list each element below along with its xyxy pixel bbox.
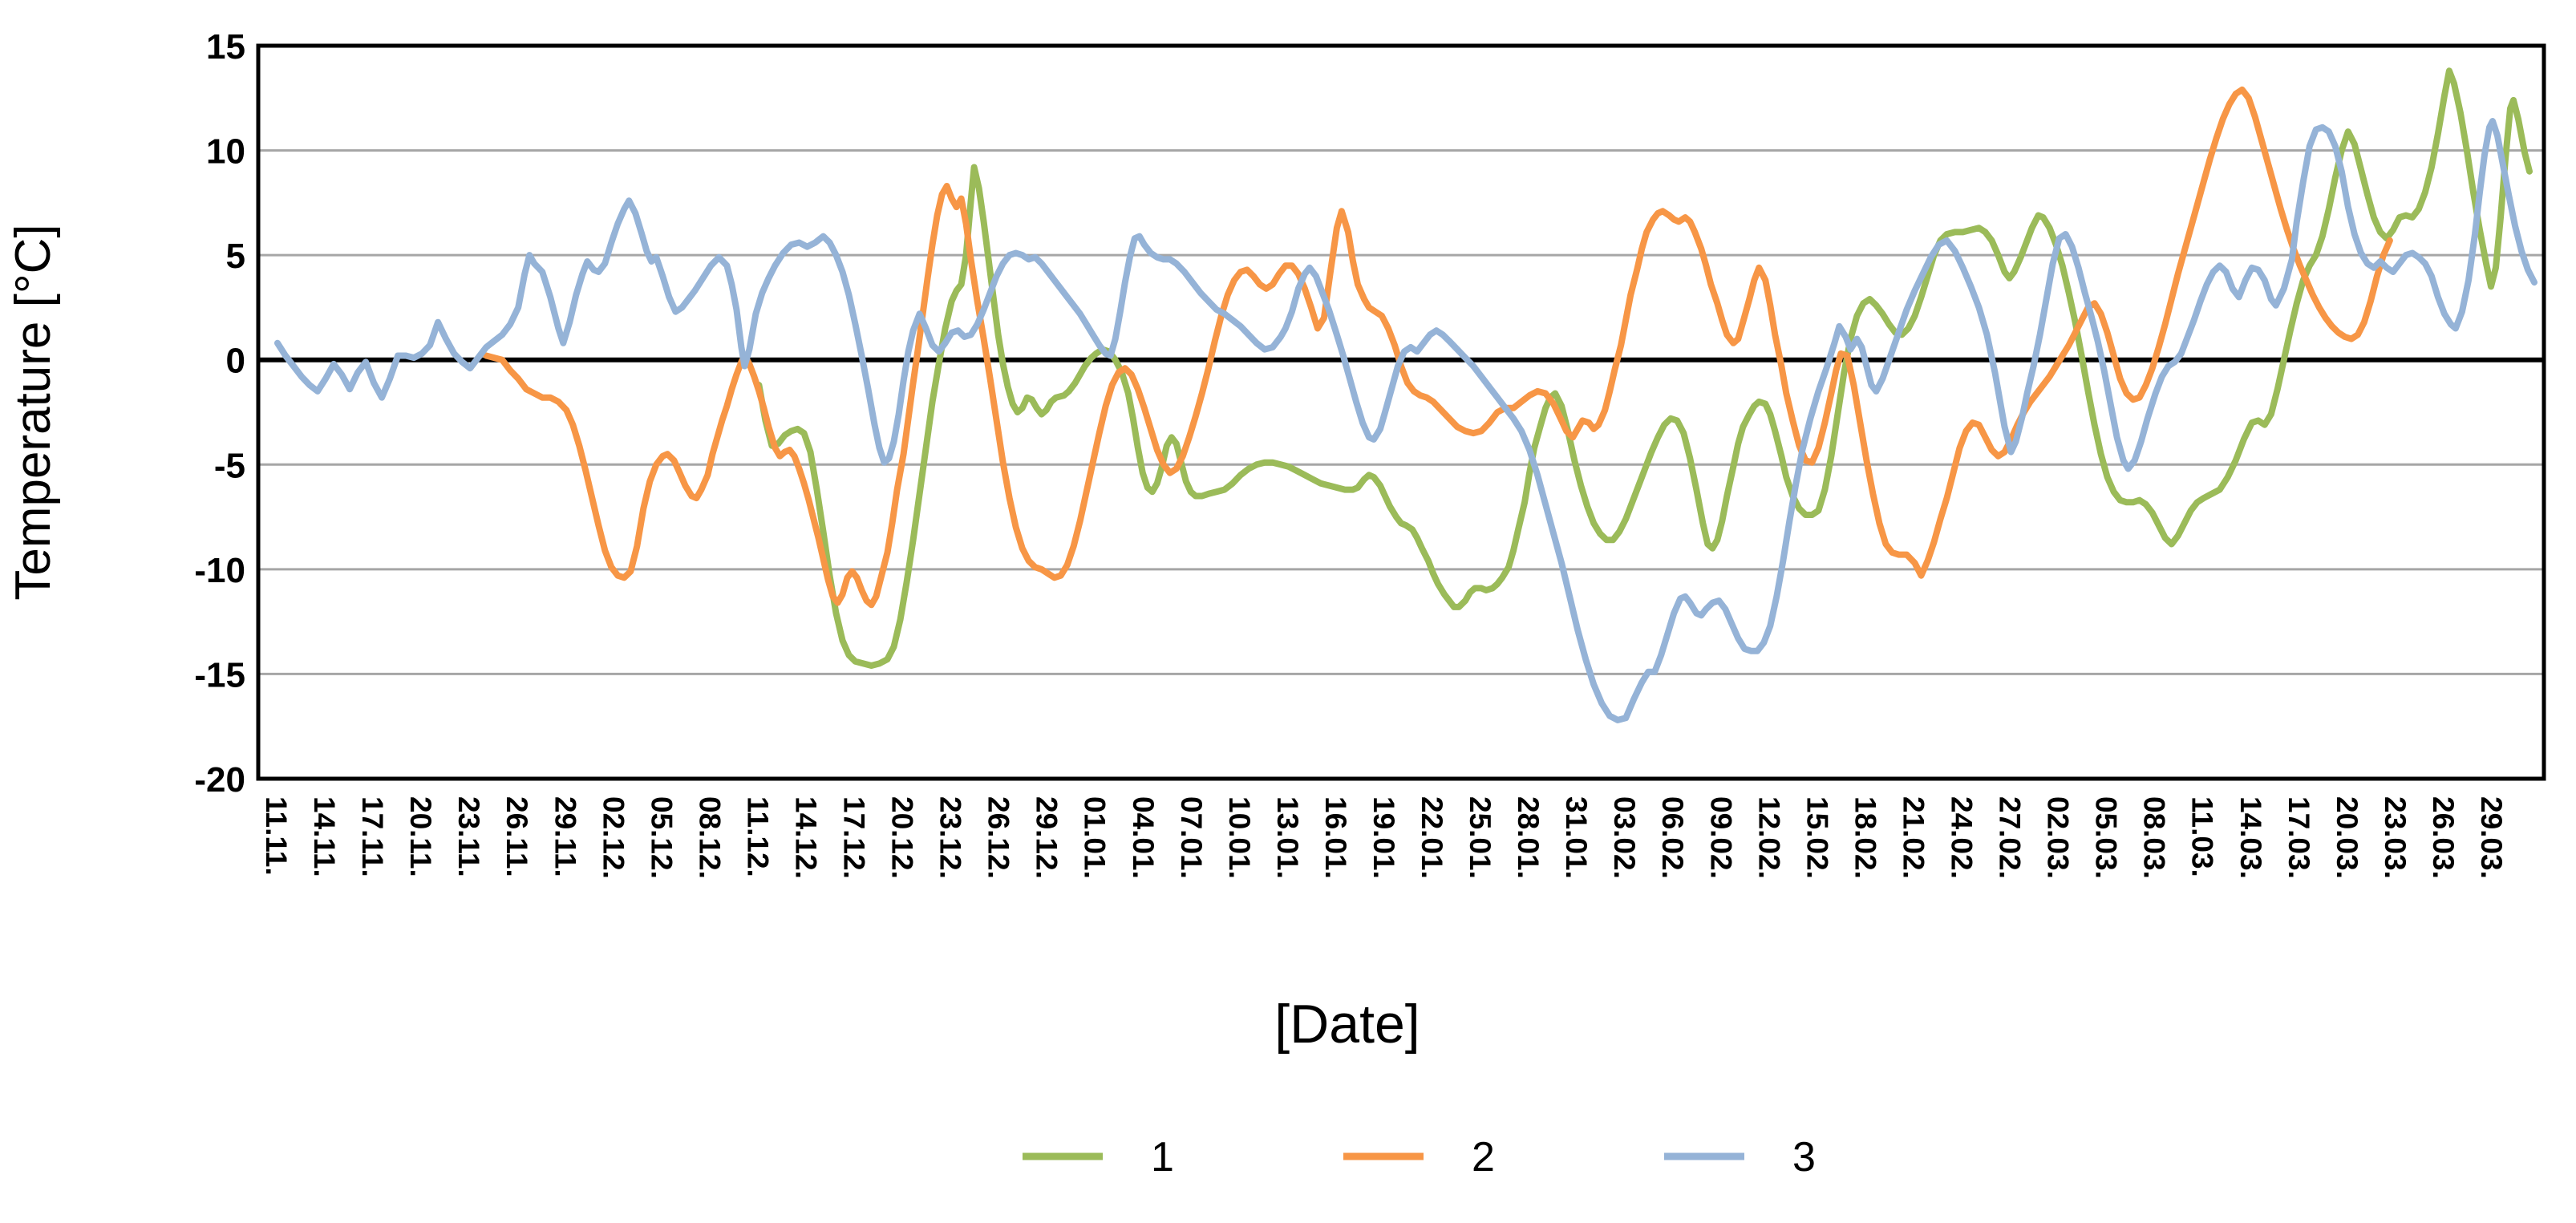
x-tick-label-20.12.: 20.12. — [886, 796, 919, 879]
x-tick-label-02.03.: 02.03. — [2042, 796, 2075, 879]
y-axis-title: Temperature [°C] — [6, 224, 61, 600]
x-tick-label-10.01.: 10.01. — [1223, 796, 1256, 879]
x-axis-tick-labels: 11.11. 14.11. 17.11. 20.11. 23.11. 26.11. 29.1… — [260, 796, 2508, 879]
y-tick-label-5: 5 — [226, 237, 245, 276]
x-tick-label-29.03.: 29.03. — [2475, 796, 2508, 879]
chart-legend: 1 2 3 — [1023, 1134, 1816, 1180]
x-tick-label-23.11.: 23.11. — [452, 796, 485, 877]
x-tick-label-29.11.: 29.11. — [549, 796, 581, 877]
y-tick-label-15: 15 — [206, 27, 245, 67]
legend-label-2: 2 — [1472, 1134, 1495, 1180]
x-axis-title: [Date] — [1274, 994, 1420, 1055]
x-tick-label-08.03.: 08.03. — [2138, 796, 2171, 879]
x-tick-label-01.01.: 01.01. — [1079, 796, 1112, 879]
x-tick-label-29.12.: 29.12. — [1031, 796, 1063, 879]
x-tick-label-16.01.: 16.01. — [1319, 796, 1352, 879]
x-tick-label-02.12.: 02.12. — [597, 796, 630, 879]
x-tick-label-27.02.: 27.02. — [1994, 796, 2027, 879]
x-tick-label-06.02.: 06.02. — [1656, 796, 1689, 879]
x-tick-label-05.03.: 05.03. — [2090, 796, 2123, 879]
y-tick-label-10: 10 — [206, 132, 245, 172]
x-tick-label-26.11.: 26.11. — [500, 796, 533, 877]
y-tick-label--15: -15 — [194, 655, 245, 695]
x-tick-label-08.12.: 08.12. — [693, 796, 726, 879]
series-line-2 — [483, 86, 2393, 609]
plot-border — [256, 43, 2546, 781]
x-tick-label-31.01.: 31.01. — [1560, 796, 1593, 879]
x-tick-label-04.01.: 04.01. — [1127, 796, 1160, 879]
legend-label-1: 1 — [1151, 1134, 1174, 1180]
y-axis-tick-labels: 15 10 5 0 -5 -10 -15 -20 — [194, 27, 245, 800]
x-tick-label-17.12.: 17.12. — [838, 796, 871, 879]
x-tick-label-25.01.: 25.01. — [1464, 796, 1497, 879]
y-tick-label-0: 0 — [226, 342, 245, 381]
x-tick-label-15.02.: 15.02. — [1800, 796, 1833, 879]
horizontal-gridlines — [258, 149, 2544, 675]
series-line-3 — [274, 118, 2538, 723]
x-tick-label-23.03.: 23.03. — [2379, 796, 2412, 879]
x-tick-label-07.01.: 07.01. — [1175, 796, 1208, 879]
x-tick-label-11.11.: 11.11. — [260, 796, 293, 876]
y-tick-label--20: -20 — [194, 760, 245, 800]
x-tick-label-18.02.: 18.02. — [1849, 796, 1881, 879]
x-tick-label-19.01.: 19.01. — [1367, 796, 1400, 879]
x-tick-label-26.03.: 26.03. — [2427, 796, 2460, 879]
x-tick-label-11.12.: 11.12. — [741, 796, 774, 877]
x-tick-label-03.02.: 03.02. — [1608, 796, 1641, 879]
x-tick-label-13.01.: 13.01. — [1271, 796, 1304, 879]
x-tick-label-24.02.: 24.02. — [1946, 796, 1979, 879]
x-tick-label-26.12.: 26.12. — [982, 796, 1015, 879]
x-tick-label-20.11.: 20.11. — [404, 796, 437, 877]
x-tick-label-28.01.: 28.01. — [1512, 796, 1545, 879]
x-tick-label-17.03.: 17.03. — [2282, 796, 2315, 879]
x-tick-label-23.12.: 23.12. — [934, 796, 967, 879]
legend-item-1: 1 — [1023, 1134, 1174, 1180]
x-tick-label-14.03.: 14.03. — [2234, 796, 2267, 879]
x-tick-label-05.12.: 05.12. — [645, 796, 678, 879]
x-tick-label-17.11.: 17.11. — [356, 796, 389, 877]
x-tick-label-09.02.: 09.02. — [1704, 796, 1737, 879]
data-series-lines — [274, 67, 2538, 723]
x-tick-label-14.12.: 14.12. — [789, 796, 822, 879]
x-tick-label-11.03.: 11.03. — [2186, 796, 2219, 877]
series-line-1 — [755, 67, 2533, 669]
x-tick-label-21.02.: 21.02. — [1897, 796, 1930, 879]
legend-label-3: 3 — [1792, 1134, 1816, 1180]
x-tick-label-22.01.: 22.01. — [1416, 796, 1448, 879]
x-tick-label-12.02.: 12.02. — [1752, 796, 1785, 879]
x-tick-label-14.11.: 14.11. — [308, 796, 341, 877]
y-tick-label--10: -10 — [194, 551, 245, 590]
y-tick-label--5: -5 — [214, 446, 245, 485]
legend-item-3: 3 — [1664, 1134, 1816, 1180]
legend-item-2: 2 — [1343, 1134, 1495, 1180]
x-tick-label-20.03.: 20.03. — [2331, 796, 2363, 879]
